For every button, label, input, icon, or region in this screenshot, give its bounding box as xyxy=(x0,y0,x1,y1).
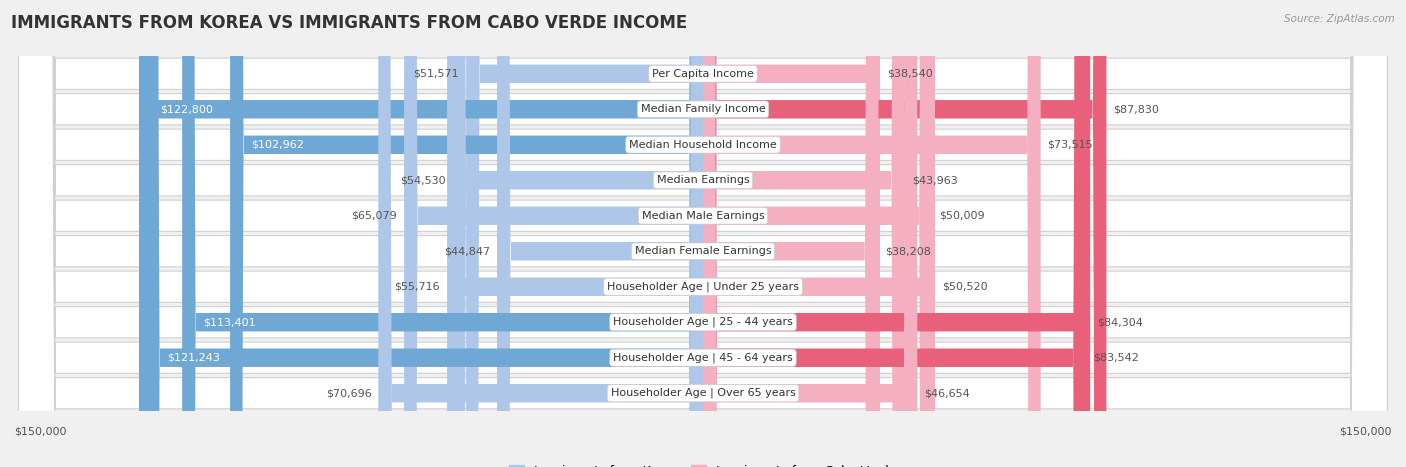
Text: $55,716: $55,716 xyxy=(395,282,440,292)
FancyBboxPatch shape xyxy=(18,0,1388,467)
Text: Householder Age | Over 65 years: Householder Age | Over 65 years xyxy=(610,388,796,398)
FancyBboxPatch shape xyxy=(703,0,932,467)
Text: Householder Age | 25 - 44 years: Householder Age | 25 - 44 years xyxy=(613,317,793,327)
Text: $65,079: $65,079 xyxy=(352,211,398,221)
FancyBboxPatch shape xyxy=(18,0,1388,467)
Text: $102,962: $102,962 xyxy=(250,140,304,150)
FancyBboxPatch shape xyxy=(703,0,917,467)
Text: Householder Age | 45 - 64 years: Householder Age | 45 - 64 years xyxy=(613,353,793,363)
FancyBboxPatch shape xyxy=(18,0,1388,467)
Text: Median Earnings: Median Earnings xyxy=(657,175,749,185)
Text: $70,696: $70,696 xyxy=(326,388,371,398)
Legend: Immigrants from Korea, Immigrants from Cabo Verde: Immigrants from Korea, Immigrants from C… xyxy=(505,460,901,467)
FancyBboxPatch shape xyxy=(703,0,1087,467)
Text: $121,243: $121,243 xyxy=(167,353,219,363)
FancyBboxPatch shape xyxy=(703,0,935,467)
FancyBboxPatch shape xyxy=(18,0,1388,467)
Text: Median Female Earnings: Median Female Earnings xyxy=(634,246,772,256)
Text: Median Male Earnings: Median Male Earnings xyxy=(641,211,765,221)
Text: $87,830: $87,830 xyxy=(1114,104,1159,114)
Text: $113,401: $113,401 xyxy=(202,317,256,327)
FancyBboxPatch shape xyxy=(139,0,703,467)
Text: Source: ZipAtlas.com: Source: ZipAtlas.com xyxy=(1284,14,1395,24)
Text: Per Capita Income: Per Capita Income xyxy=(652,69,754,79)
Text: $38,540: $38,540 xyxy=(887,69,932,79)
Text: $44,847: $44,847 xyxy=(444,246,491,256)
FancyBboxPatch shape xyxy=(703,0,880,467)
Text: Median Family Income: Median Family Income xyxy=(641,104,765,114)
Text: $54,530: $54,530 xyxy=(401,175,446,185)
FancyBboxPatch shape xyxy=(18,0,1388,467)
Text: Householder Age | Under 25 years: Householder Age | Under 25 years xyxy=(607,282,799,292)
Text: $38,208: $38,208 xyxy=(886,246,931,256)
Text: $122,800: $122,800 xyxy=(160,104,212,114)
FancyBboxPatch shape xyxy=(231,0,703,467)
FancyBboxPatch shape xyxy=(703,0,1040,467)
Text: $51,571: $51,571 xyxy=(413,69,460,79)
FancyBboxPatch shape xyxy=(18,0,1388,467)
Text: $50,009: $50,009 xyxy=(939,211,986,221)
FancyBboxPatch shape xyxy=(18,0,1388,467)
Text: $43,963: $43,963 xyxy=(912,175,957,185)
FancyBboxPatch shape xyxy=(467,0,703,467)
Text: $46,654: $46,654 xyxy=(924,388,970,398)
Text: $83,542: $83,542 xyxy=(1094,353,1139,363)
Text: $150,000: $150,000 xyxy=(1340,427,1392,437)
FancyBboxPatch shape xyxy=(18,0,1388,467)
FancyBboxPatch shape xyxy=(404,0,703,467)
FancyBboxPatch shape xyxy=(447,0,703,467)
FancyBboxPatch shape xyxy=(703,0,905,467)
FancyBboxPatch shape xyxy=(453,0,703,467)
FancyBboxPatch shape xyxy=(703,0,1107,467)
FancyBboxPatch shape xyxy=(496,0,703,467)
Text: IMMIGRANTS FROM KOREA VS IMMIGRANTS FROM CABO VERDE INCOME: IMMIGRANTS FROM KOREA VS IMMIGRANTS FROM… xyxy=(11,14,688,32)
FancyBboxPatch shape xyxy=(183,0,703,467)
FancyBboxPatch shape xyxy=(703,0,1090,467)
Text: $84,304: $84,304 xyxy=(1097,317,1143,327)
Text: $50,520: $50,520 xyxy=(942,282,987,292)
FancyBboxPatch shape xyxy=(703,0,879,467)
FancyBboxPatch shape xyxy=(378,0,703,467)
FancyBboxPatch shape xyxy=(146,0,703,467)
Text: $73,515: $73,515 xyxy=(1047,140,1092,150)
FancyBboxPatch shape xyxy=(18,0,1388,467)
Text: $150,000: $150,000 xyxy=(14,427,66,437)
FancyBboxPatch shape xyxy=(18,0,1388,467)
Text: Median Household Income: Median Household Income xyxy=(628,140,778,150)
